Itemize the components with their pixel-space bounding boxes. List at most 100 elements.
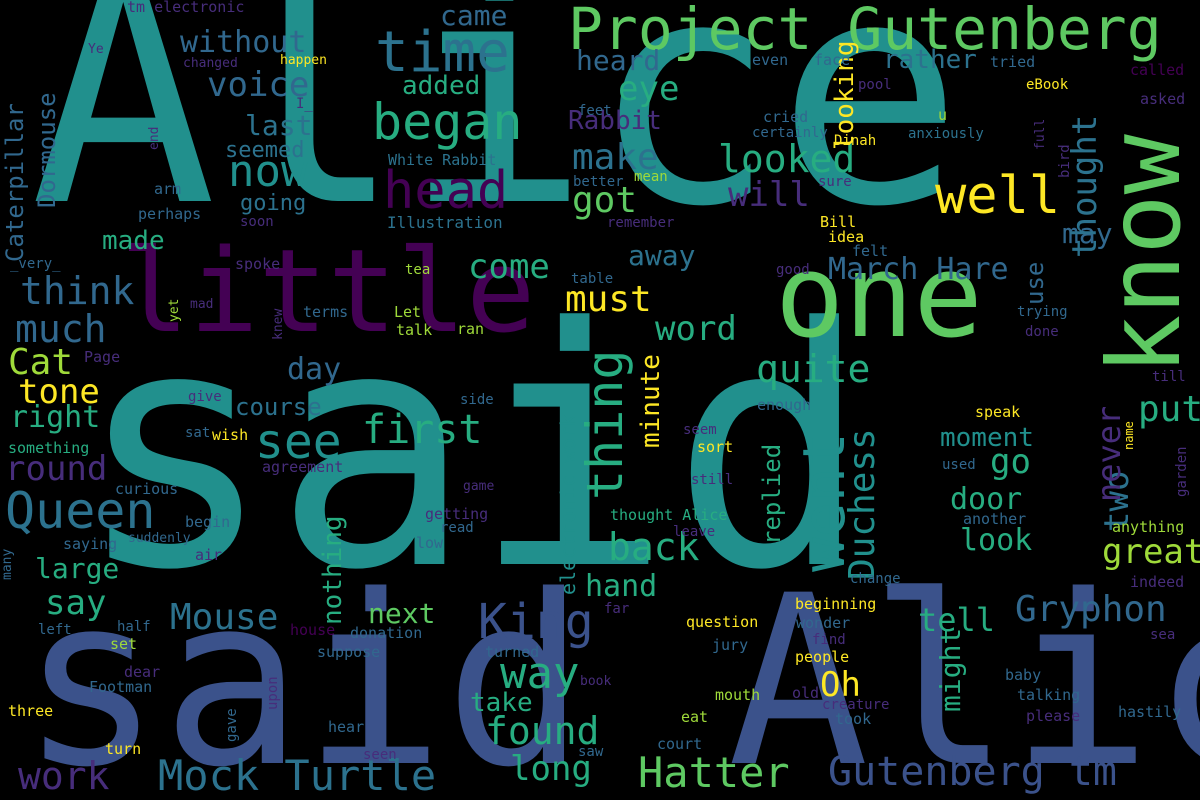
word-donation: donation — [350, 624, 423, 642]
word-queen: Queen — [5, 482, 156, 540]
word-ebook: eBook — [1026, 77, 1069, 93]
word-made: made — [102, 226, 165, 256]
word-question: question — [686, 613, 759, 631]
word-well: well — [935, 166, 1061, 226]
word-seen: seen — [363, 747, 397, 763]
word-electronic-work: electronic work — [556, 414, 580, 595]
word-something: something — [8, 439, 90, 457]
word-end: end — [147, 126, 162, 150]
word-never: never — [1090, 405, 1128, 502]
word-tone: tone — [18, 372, 100, 412]
word-hear: hear — [328, 718, 365, 736]
word-half: half — [117, 619, 151, 635]
word-thing: thing — [576, 349, 634, 500]
word-might: might — [934, 627, 967, 712]
word-course: course — [235, 393, 322, 421]
word-voice: voice — [207, 65, 310, 105]
word-say: say — [45, 583, 107, 623]
word-minute: minute — [636, 354, 666, 448]
word-come: come — [468, 247, 550, 287]
word-gutenberg-tm: Gutenberg tm — [828, 749, 1117, 795]
word-another: another — [963, 510, 1027, 528]
word-trying: trying — [1017, 304, 1068, 320]
word-looked: looked — [718, 137, 856, 181]
word-gryphon: Gryphon — [1015, 589, 1167, 630]
word-very: _very_ — [10, 256, 61, 272]
word-much: much — [15, 307, 107, 351]
word-creature: creature — [822, 697, 890, 713]
word-suppose: suppose — [317, 643, 381, 661]
word-jury: jury — [712, 636, 749, 654]
word-garden: garden — [1174, 446, 1190, 497]
word-speak: speak — [975, 403, 1021, 421]
word-till: till — [1152, 369, 1186, 385]
word-upon: upon — [265, 676, 281, 710]
word-court: court — [657, 735, 703, 753]
word-leave: leave — [673, 524, 716, 540]
word-sat: sat — [185, 425, 211, 441]
word-may: may — [1062, 217, 1113, 250]
word-seemed: seemed — [225, 138, 305, 163]
word-way: way — [500, 648, 580, 699]
word-felt: felt — [852, 242, 889, 260]
word-little: little — [120, 225, 536, 359]
word-now: now — [228, 146, 308, 197]
word-seem: seem — [683, 422, 717, 438]
word-dinah: Dinah — [834, 133, 877, 149]
word-anxiously: anxiously — [908, 126, 984, 142]
word-mouse: Mouse — [170, 597, 279, 638]
word-yet: yet — [167, 298, 182, 322]
word-without: without — [180, 25, 307, 60]
word-cried: cried — [763, 108, 809, 126]
word-alice: Alice — [30, 0, 964, 275]
word-mock-turtle: Mock Turtle — [158, 751, 437, 800]
word-read: read — [440, 520, 474, 536]
word-mad: mad — [190, 297, 214, 312]
word-sort: sort — [697, 438, 734, 456]
word-feet: feet — [578, 103, 612, 119]
word-dormouse: Dormouse — [33, 92, 61, 208]
word-bill: Bill — [820, 213, 857, 231]
word-began: began — [372, 93, 523, 151]
word-time: time — [375, 20, 510, 85]
word-suddenly: suddenly — [128, 531, 191, 546]
word-full: full — [1033, 118, 1048, 150]
word-let: Let — [394, 303, 422, 321]
word-turn: turn — [105, 740, 142, 758]
word-wish: wish — [212, 426, 249, 444]
word-mean: mean — [634, 169, 668, 185]
word-eye: eye — [618, 69, 680, 109]
word-change: change — [850, 571, 901, 587]
word-oh: Oh — [820, 665, 861, 705]
word-please: please — [1026, 707, 1081, 725]
word-tried: tried — [990, 53, 1036, 71]
word-heard: heard — [576, 44, 661, 77]
word-game: game — [463, 479, 495, 494]
word-table: table — [571, 271, 614, 287]
word-sure: sure — [818, 174, 852, 190]
word-page: Page — [84, 348, 121, 366]
word-make: make — [572, 137, 659, 178]
word-far: far — [604, 601, 630, 617]
word-moment: moment — [940, 423, 1034, 453]
word-put: put — [1138, 389, 1200, 430]
word-hatter: Hatter — [638, 748, 790, 797]
word-remember: remember — [607, 215, 675, 231]
word-use: use — [1021, 261, 1049, 305]
word-talk: talk — [396, 321, 433, 339]
word-got: got — [572, 180, 638, 221]
word-think: think — [20, 269, 135, 313]
word-getting: getting — [425, 505, 489, 523]
word-used: used — [942, 457, 976, 473]
word-found: found — [485, 709, 600, 753]
word-arm: arm — [154, 180, 182, 198]
word-anything: anything — [1112, 518, 1185, 536]
word-set: set — [110, 635, 138, 653]
word-indeed: indeed — [1130, 573, 1185, 591]
word-next: next — [368, 597, 436, 630]
word-hastily: hastily — [1118, 703, 1182, 721]
word-march-hare: March Hare — [828, 252, 1009, 287]
word-side: side — [460, 392, 494, 408]
word-last: last — [245, 109, 313, 142]
word-rabbit: Rabbit — [568, 106, 662, 136]
